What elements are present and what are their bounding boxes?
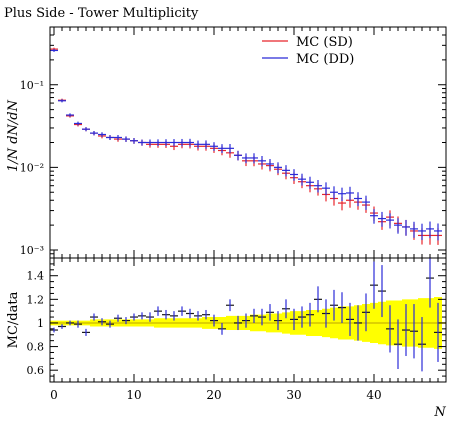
legend: MC (SD) MC (DD) [262, 35, 354, 67]
legend-label: MC (SD) [296, 35, 353, 50]
x-tick-label: 20 [206, 388, 221, 402]
x-axis-label: N [433, 405, 446, 420]
main-series-group [50, 47, 442, 245]
x-tick-label: 40 [366, 388, 381, 402]
ratio-plot-frame [49, 257, 447, 383]
ratio-points-group [50, 258, 442, 372]
main-plot-panel: 10⁻¹ 10⁻² 10⁻³ MC (SD) MC (DD) [20, 26, 447, 259]
ratio-y-tick-label: 1 [37, 317, 44, 330]
ratio-y-axis-label: MC/data [6, 291, 21, 348]
ratio-y-tick-label: 0.6 [27, 364, 45, 377]
ratio-axis-ticks: 0 10 20 30 40 0.6 0.8 1 1.2 1.4 [27, 258, 446, 402]
chart-title: Plus Side - Tower Multiplicity [4, 6, 199, 21]
ratio-plot-panel: 0 10 20 30 40 0.6 0.8 1 1.2 1.4 [27, 257, 447, 402]
y-tick-label: 10⁻² [20, 161, 44, 174]
ratio-y-tick-label: 1.4 [27, 270, 45, 283]
y-tick-label: 10⁻³ [20, 244, 44, 257]
x-tick-label: 30 [286, 388, 301, 402]
legend-label: MC (DD) [296, 52, 354, 67]
ratio-y-tick-label: 1.2 [27, 293, 45, 306]
ratio-y-tick-label: 0.8 [27, 341, 45, 354]
main-axis-ticks: 10⁻¹ 10⁻² 10⁻³ [20, 26, 446, 259]
y-axis-label: 1/N dN/dN [6, 99, 21, 172]
y-tick-label: 10⁻¹ [20, 79, 44, 92]
x-tick-label: 0 [50, 388, 58, 402]
main-plot-frame [49, 26, 447, 259]
x-tick-label: 10 [126, 388, 141, 402]
